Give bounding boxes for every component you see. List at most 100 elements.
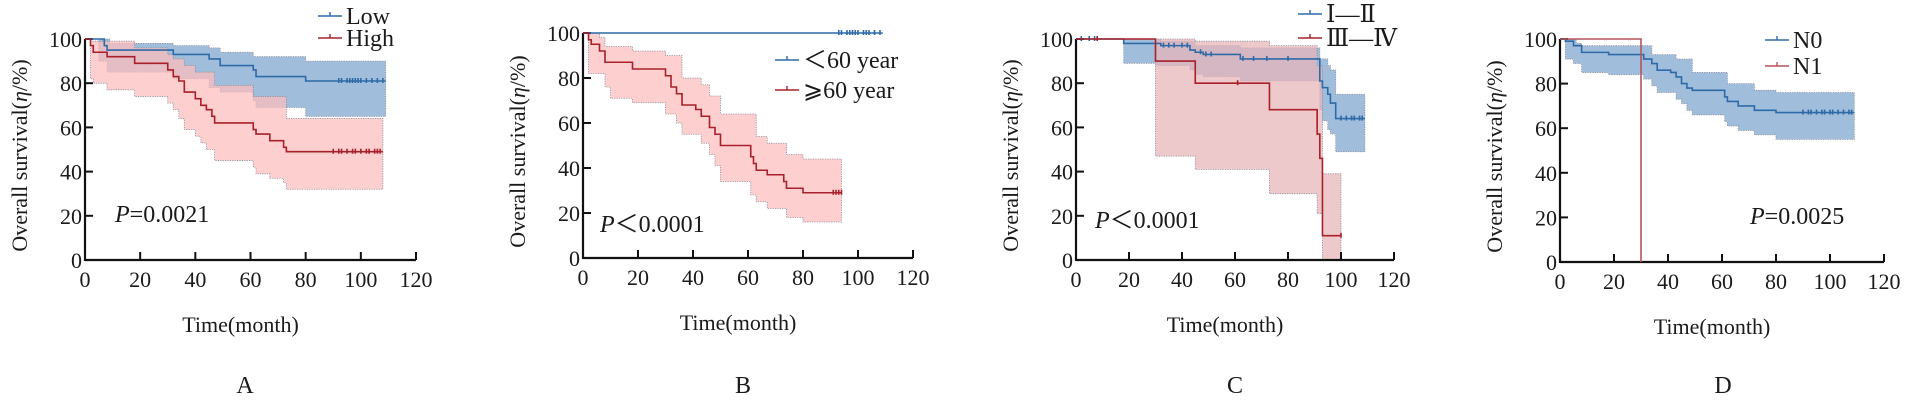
survival-curve-⩾60-year (583, 32, 842, 194)
legend-label: Low (346, 4, 391, 30)
y-tick-label: 40 (60, 160, 82, 185)
y-label-symbol: η (998, 91, 1023, 102)
y-label-prefix: Overall survival( (1482, 103, 1507, 253)
x-tick-label: 40 (1657, 269, 1679, 294)
y-tick-label: 20 (558, 201, 580, 226)
x-tick-label: 0 (80, 267, 91, 292)
y-tick-label: 80 (1051, 71, 1073, 96)
x-tick-label: 40 (1171, 267, 1193, 292)
y-tick-label: 0 (1546, 250, 1557, 275)
legend-label: ＜60 year (803, 48, 898, 74)
y-axis-label: Overall survival(η/%) (998, 59, 1023, 251)
legend-label: N1 (1793, 54, 1822, 80)
p-value: =0.0021 (130, 202, 210, 228)
y-label-symbol: η (7, 91, 32, 102)
y-tick-label: 60 (1535, 116, 1557, 141)
p-symbol: P (1094, 208, 1110, 234)
x-tick-label: 60 (240, 267, 262, 292)
x-tick-label: 80 (1765, 269, 1787, 294)
y-tick-label: 20 (60, 204, 82, 229)
y-tick-label: 60 (558, 111, 580, 136)
legend-label: Ⅲ—Ⅳ (1326, 26, 1398, 52)
survival-curve-low (85, 38, 386, 82)
y-tick-label: 0 (569, 246, 580, 271)
panel-d: 0 20 40 60 80 100 120 0 20 40 60 80 100 Time(month) Ov… (1482, 27, 1901, 399)
y-tick-label: 40 (1051, 160, 1073, 185)
y-tick-label: 40 (1535, 161, 1557, 186)
y-tick-label: 80 (60, 71, 82, 96)
y-tick-label: 0 (71, 248, 82, 273)
p-value-annotation: P＜0.0001 (1094, 208, 1200, 234)
p-symbol: P (599, 212, 615, 238)
x-tick-label: 80 (792, 265, 814, 290)
y-label-prefix: Overall survival( (998, 102, 1023, 252)
x-tick-label: 120 (1868, 269, 1901, 294)
legend-label: N0 (1793, 28, 1822, 54)
x-axis-label: Time(month) (1167, 312, 1284, 337)
panel-b: 0 20 40 60 80 100 120 0 20 40 60 80 100 Time(month) Ov… (505, 21, 930, 399)
x-tick-label: 120 (400, 267, 433, 292)
y-tick-label: 100 (1040, 27, 1073, 52)
p-symbol: P (114, 202, 130, 228)
x-axis-label: Time(month) (182, 312, 299, 337)
x-axis-label: Time(month) (1654, 314, 1771, 339)
x-tick-label: 100 (344, 267, 377, 292)
survival-curve-high (85, 38, 383, 153)
y-label-symbol: η (505, 87, 530, 98)
survival-curve-n0 (1560, 38, 1855, 114)
legend-label: High (346, 26, 394, 52)
panel-letter: B (735, 373, 751, 399)
p-value: =0.0025 (1765, 204, 1845, 230)
p-value-annotation: P=0.0025 (1749, 204, 1844, 230)
y-axis-label: Overall survival(η/%) (7, 59, 32, 251)
x-axis-label: Time(month) (680, 310, 797, 335)
x-tick-label: 60 (1711, 269, 1733, 294)
x-tick-label: 120 (1378, 267, 1411, 292)
x-tick-label: 60 (1224, 267, 1246, 292)
survival-curve-ⅰ—ⅱ (1076, 38, 1365, 120)
x-tick-label: 20 (627, 265, 649, 290)
y-axis-label: Overall survival(η/%) (1482, 60, 1507, 252)
x-tick-label: 100 (842, 265, 875, 290)
x-tick-label: 0 (1555, 269, 1566, 294)
panel-letter: C (1227, 373, 1243, 399)
legend-label: ⩾60 year (803, 78, 894, 104)
x-tick-label: 60 (737, 265, 759, 290)
y-tick-label: 20 (1535, 205, 1557, 230)
panel-letter: A (236, 373, 254, 399)
x-tick-label: 80 (295, 267, 317, 292)
legend-label: Ⅰ—Ⅱ (1326, 2, 1376, 28)
x-tick-label: 0 (578, 265, 589, 290)
y-label-prefix: Overall survival( (505, 98, 530, 248)
panel-letter: D (1714, 373, 1731, 399)
p-value-annotation: P＜0.0001 (599, 212, 705, 238)
y-tick-label: 100 (547, 21, 580, 46)
y-label-suffix: /%) (505, 55, 530, 87)
panel-a: 0 20 40 60 80 100 120 0 20 40 60 80 100 Time(month) Ov… (7, 4, 433, 399)
y-tick-label: 40 (558, 156, 580, 181)
p-value: ＜0.0001 (1110, 208, 1200, 234)
y-tick-label: 100 (49, 27, 82, 52)
x-tick-label: 20 (1603, 269, 1625, 294)
y-tick-label: 80 (1535, 72, 1557, 97)
y-tick-label: 60 (1051, 115, 1073, 140)
x-tick-label: 20 (129, 267, 151, 292)
x-tick-label: 100 (1325, 267, 1358, 292)
y-label-suffix: /%) (1482, 60, 1507, 92)
p-value-annotation: P=0.0021 (114, 202, 209, 228)
p-symbol: P (1749, 204, 1765, 230)
p-value: ＜0.0001 (615, 212, 705, 238)
x-tick-label: 0 (1071, 267, 1082, 292)
y-tick-label: 20 (1051, 204, 1073, 229)
y-axis-label: Overall survival(η/%) (505, 55, 530, 247)
x-tick-label: 100 (1814, 269, 1847, 294)
y-tick-label: 80 (558, 66, 580, 91)
y-tick-label: 0 (1062, 248, 1073, 273)
x-tick-label: 40 (184, 267, 206, 292)
survival-curve-ⅲ—ⅳ (1076, 38, 1341, 237)
x-tick-label: 80 (1277, 267, 1299, 292)
x-tick-label: 120 (897, 265, 930, 290)
ci-band-n0 (1560, 38, 1855, 140)
y-label-suffix: /%) (998, 59, 1023, 91)
